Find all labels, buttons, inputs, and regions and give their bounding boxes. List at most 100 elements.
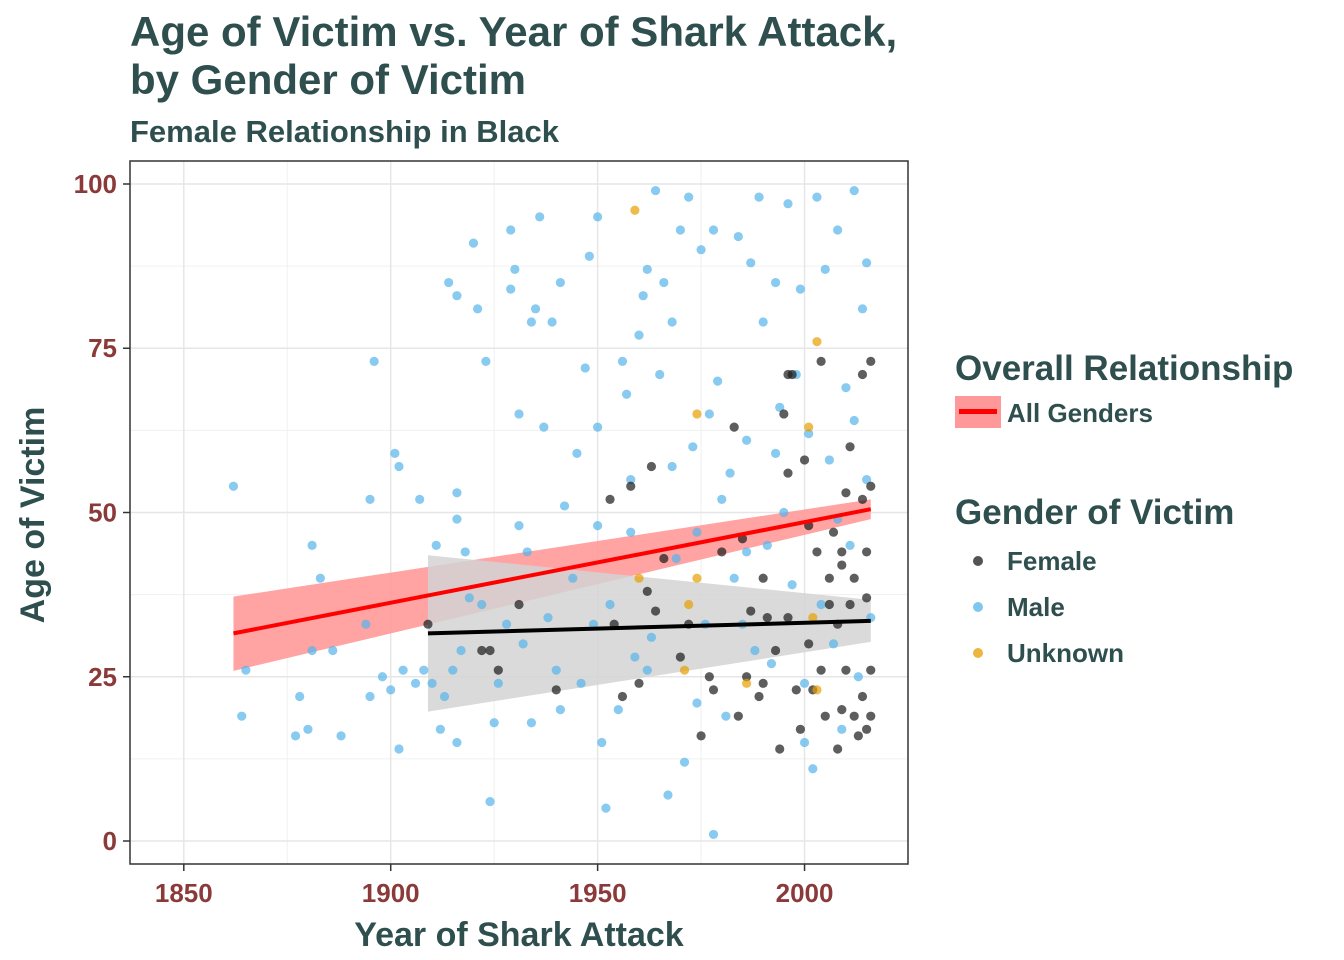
point-male	[845, 540, 855, 550]
point-male	[783, 199, 793, 209]
point-male	[539, 422, 549, 432]
point-female	[485, 645, 495, 656]
point-male	[601, 803, 611, 813]
point-female	[866, 711, 876, 721]
point-male	[638, 291, 648, 301]
point-male	[833, 225, 843, 235]
point-male	[481, 356, 491, 366]
point-male	[526, 718, 537, 728]
point-male	[518, 639, 528, 649]
y-tick-label: 100	[74, 169, 117, 199]
point-female	[804, 639, 814, 649]
point-female	[779, 409, 789, 419]
point-unknown	[630, 205, 640, 215]
point-unknown	[684, 599, 694, 610]
point-male	[613, 705, 623, 715]
point-female	[551, 685, 561, 695]
point-male	[228, 481, 239, 491]
point-male	[646, 632, 657, 642]
point-male	[729, 573, 739, 583]
point-male	[795, 284, 806, 294]
point-female	[828, 527, 839, 537]
point-male	[766, 659, 777, 669]
point-male	[593, 212, 603, 222]
point-female	[783, 613, 793, 623]
y-tick-label: 50	[88, 498, 117, 528]
point-male	[576, 678, 586, 688]
point-female	[837, 547, 847, 557]
point-female	[866, 665, 876, 675]
point-female	[816, 356, 826, 366]
point-male	[295, 691, 305, 702]
point-male	[377, 672, 388, 682]
point-male	[522, 547, 532, 557]
legend-label-female: Female	[1007, 545, 1097, 576]
legend-item-unknown: Unknown	[955, 630, 1293, 676]
point-female	[477, 645, 487, 656]
point-male	[506, 284, 516, 294]
point-female	[824, 573, 834, 583]
point-male	[667, 317, 677, 327]
point-male	[315, 573, 325, 583]
point-male	[816, 599, 826, 610]
point-male	[559, 501, 570, 511]
point-male	[398, 665, 408, 675]
point-male	[460, 547, 470, 557]
point-male	[584, 251, 594, 261]
point-male	[626, 527, 636, 537]
point-female	[742, 672, 752, 682]
point-male	[468, 238, 479, 248]
legend-overall-title: Overall Relationship	[955, 349, 1294, 388]
point-male	[489, 718, 499, 728]
point-female	[862, 724, 872, 734]
point-male	[667, 461, 677, 472]
point-male	[762, 540, 772, 550]
point-male	[642, 665, 652, 675]
axis-ticks: 1850 1900 1950 2000 0 25 50 75 100	[74, 169, 834, 908]
point-male	[688, 442, 698, 452]
x-axis-title: Year of Shark Attack	[354, 916, 684, 954]
chart-title-line1: Age of Victim vs. Year of Shark Attack,	[130, 8, 898, 55]
point-male	[390, 448, 400, 458]
point-male	[746, 258, 756, 268]
point-female	[733, 711, 743, 721]
point-male	[692, 527, 702, 537]
point-male	[588, 619, 599, 629]
point-female	[857, 691, 868, 702]
point-male	[692, 698, 702, 708]
point-female	[866, 356, 876, 366]
point-female	[729, 422, 739, 432]
data-points	[228, 185, 876, 840]
legend-label-all-genders: All Genders	[1007, 397, 1153, 428]
point-male	[787, 580, 797, 590]
point-female	[849, 573, 859, 583]
point-male	[464, 593, 474, 603]
point-female	[770, 645, 781, 656]
point-male	[439, 691, 450, 702]
point-male	[555, 705, 565, 715]
point-male	[704, 409, 714, 419]
point-female	[837, 705, 847, 715]
point-female	[758, 678, 768, 688]
y-axis-title: Age of Victim	[14, 407, 52, 624]
point-female	[423, 619, 433, 629]
y-tick-label: 25	[88, 662, 117, 692]
point-female	[845, 442, 855, 452]
point-female	[762, 613, 772, 623]
point-female	[820, 711, 830, 721]
point-male	[328, 645, 338, 656]
point-male	[621, 389, 632, 399]
legend-label-male: Male	[1007, 591, 1065, 622]
point-female	[696, 731, 706, 741]
point-male	[837, 724, 847, 734]
point-unknown	[692, 409, 702, 419]
point-female	[493, 665, 503, 675]
point-female	[791, 685, 801, 695]
point-male	[452, 488, 462, 498]
point-unknown	[679, 665, 690, 675]
point-unknown	[742, 678, 752, 688]
point-female	[857, 494, 868, 504]
x-tick-label: 2000	[776, 878, 834, 908]
point-male	[650, 185, 661, 196]
point-unknown	[812, 337, 822, 347]
